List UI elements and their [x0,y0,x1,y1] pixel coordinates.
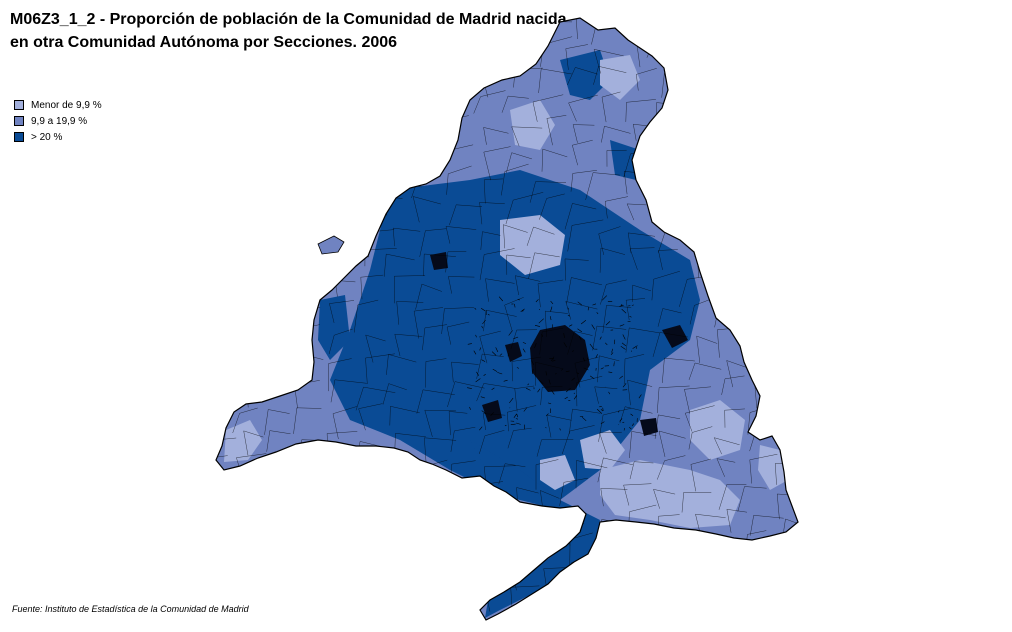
legend: Menor de 9,9 % 9,9 a 19,9 % > 20 % [14,97,102,145]
low-value-zone-9 [540,455,575,490]
urban-core-4 [662,325,688,348]
map-title: M06Z3_1_2 - Proporción de población de l… [10,8,610,54]
legend-label-low: Menor de 9,9 % [31,99,102,111]
legend-label-mid: 9,9 a 19,9 % [31,115,88,127]
high-value-zone-5 [318,295,350,360]
urban-border-mesh [467,295,642,431]
urban-core-5 [640,418,658,436]
low-value-zone-7 [758,445,788,490]
legend-label-high: > 20 % [31,131,63,143]
source-note: Fuente: Instituto de Estadística de la C… [12,604,249,614]
legend-item-mid: 9,9 a 19,9 % [14,113,102,129]
urban-core-3 [482,400,502,422]
low-value-zone-8 [580,430,625,470]
legend-swatch-mid [14,116,24,126]
low-value-zone-2 [690,400,745,460]
urban-core-6 [430,252,448,270]
urban-core-1 [530,325,590,392]
legend-swatch-high [14,132,24,142]
map-title-line-1: M06Z3_1_2 - Proporción de población de l… [10,11,567,28]
low-value-zone-1 [600,460,740,528]
map-title-line-2: en otra Comunidad Autónoma por Secciones… [10,34,398,51]
western-enclave [317,235,345,255]
low-value-zone-5 [600,55,640,100]
low-value-zone-4 [510,100,555,150]
low-value-zone-3 [500,215,565,275]
legend-item-low: Menor de 9,9 % [14,97,102,113]
urban-core-2 [505,342,522,362]
legend-swatch-low [14,100,24,110]
high-value-zone-4 [610,140,640,180]
legend-item-high: > 20 % [14,129,102,145]
